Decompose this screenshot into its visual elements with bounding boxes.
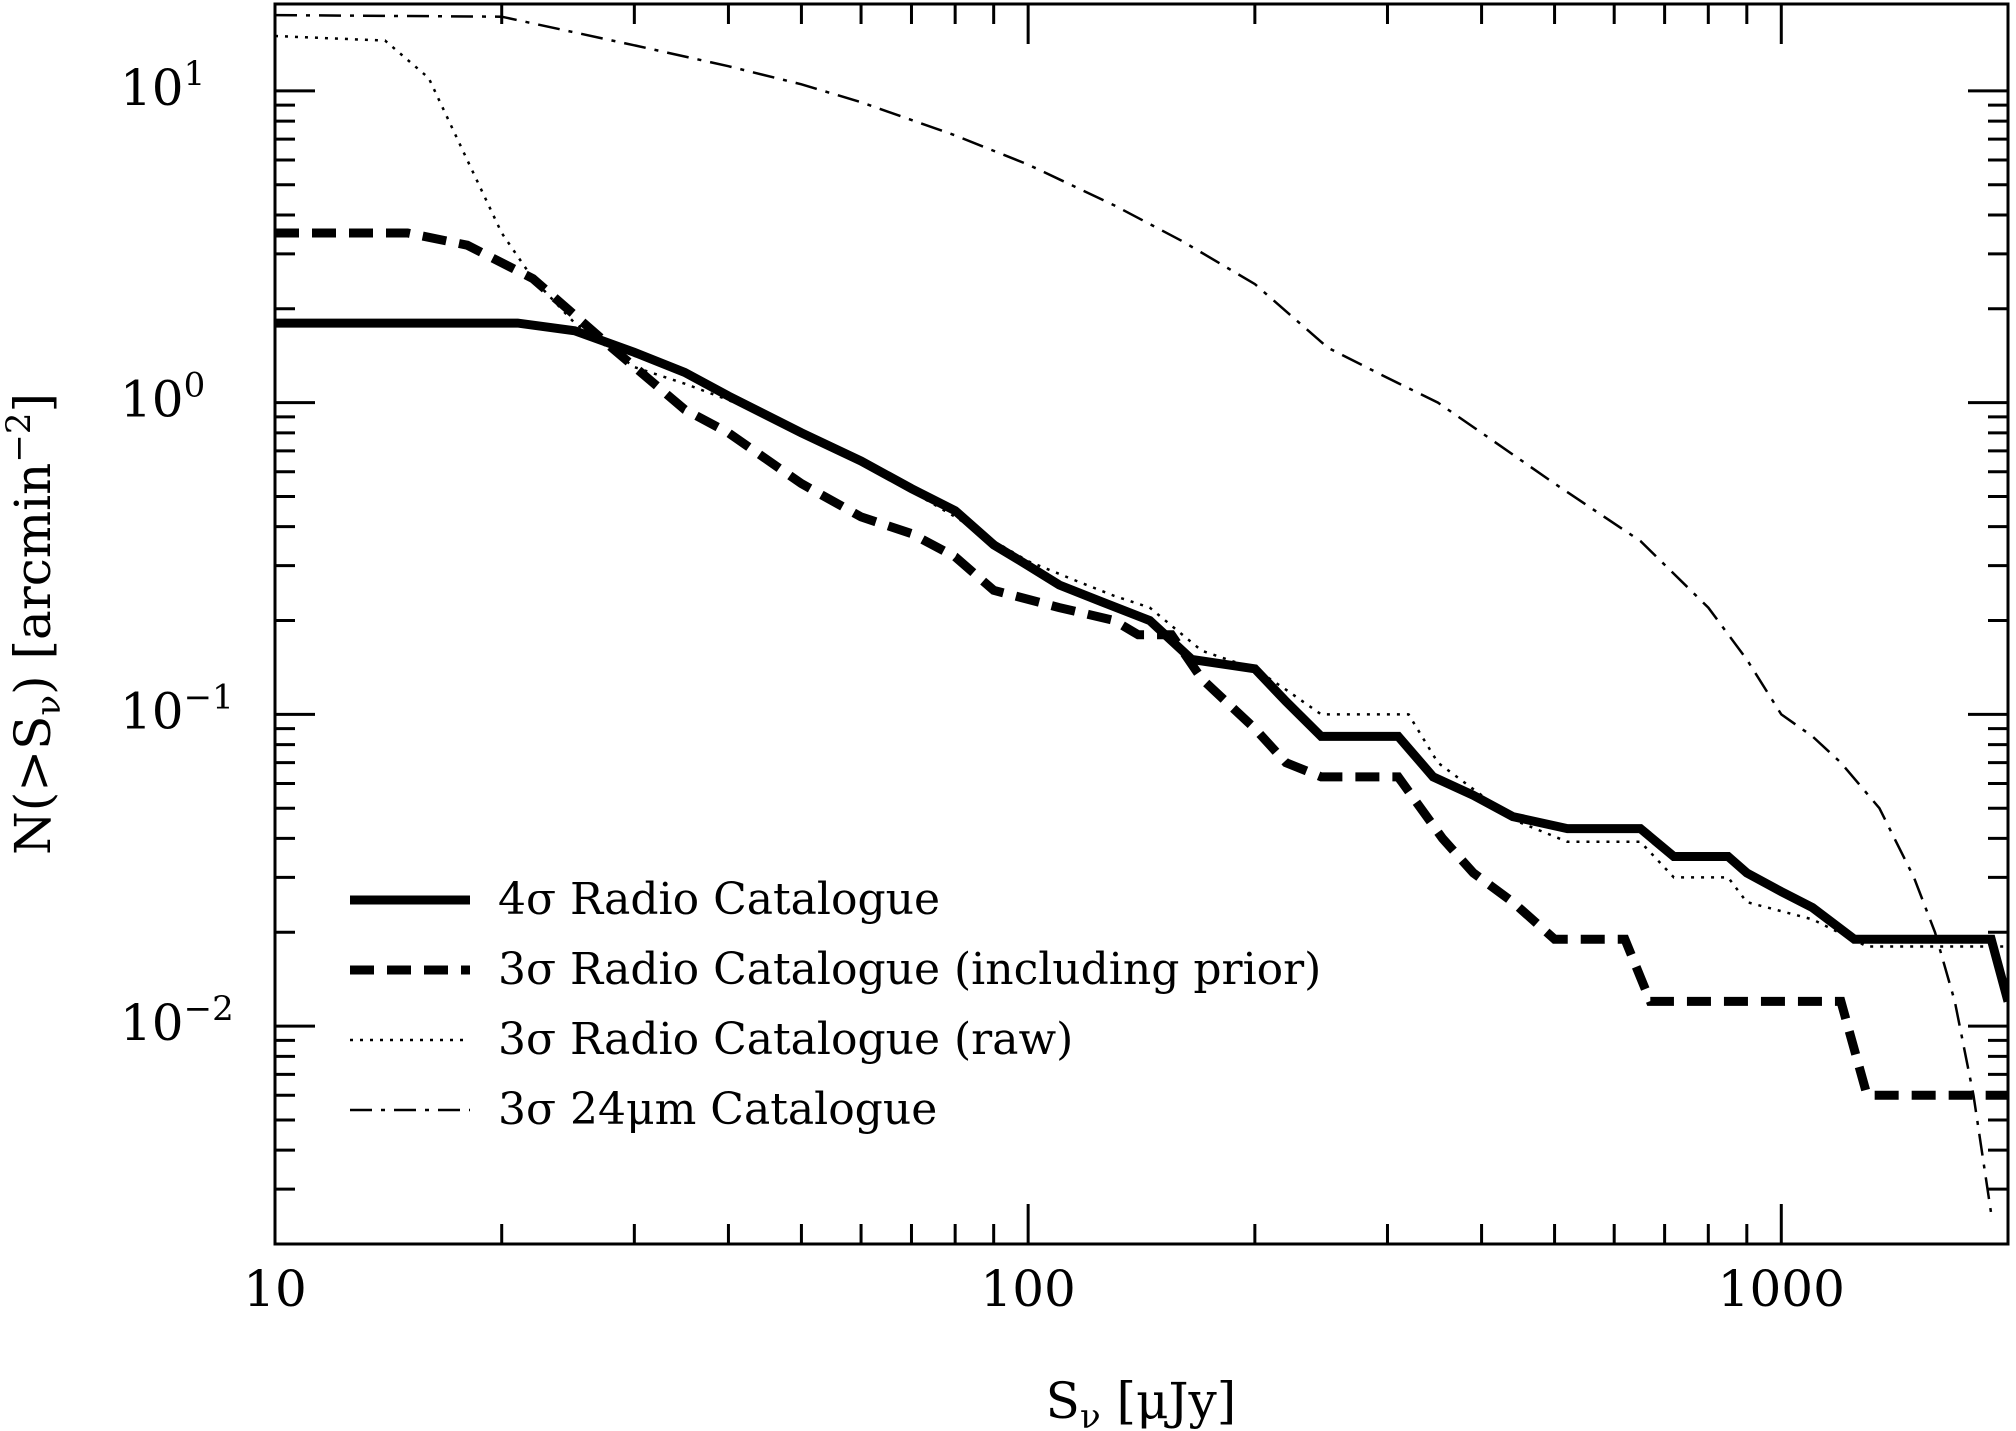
series-line-2 [275, 228, 2008, 1100]
series-line-1 [275, 318, 2008, 1003]
legend-label-1: 4σ Radio Catalogue [498, 874, 940, 925]
y-tick-label: 100 [120, 366, 205, 429]
y-tick-label: 10−1 [120, 677, 234, 740]
legend-label-2: 3σ Radio Catalogue (including prior) [498, 944, 1321, 995]
y-axis-title: N(>Sν) [arcmin−2] [0, 393, 69, 855]
axis-ticks [273, 4, 2010, 1246]
y-tick-labels: 101 100 10−1 10−2 [120, 54, 234, 1052]
legend-label-4: 3σ 24μm Catalogue [498, 1084, 937, 1135]
y-tick-label: 101 [120, 54, 205, 117]
x-tick-label: 10 [243, 1260, 307, 1318]
x-tick-label: 1000 [1718, 1260, 1845, 1318]
plot-frame [273, 2, 2010, 1246]
legend-label-3: 3σ Radio Catalogue (raw) [498, 1014, 1073, 1065]
y-tick-label: 10−2 [120, 989, 234, 1052]
series-lines [275, 13, 2008, 1214]
x-axis-title: Sν [μJy] [1046, 1372, 1237, 1431]
series-line-3 [275, 34, 2008, 948]
x-tick-label: 100 [980, 1260, 1075, 1318]
series-line-4 [275, 13, 1993, 1214]
legend: 4σ Radio Catalogue 3σ Radio Catalogue (in… [350, 874, 1321, 1135]
x-tick-labels: 10 100 1000 [243, 1260, 1845, 1318]
